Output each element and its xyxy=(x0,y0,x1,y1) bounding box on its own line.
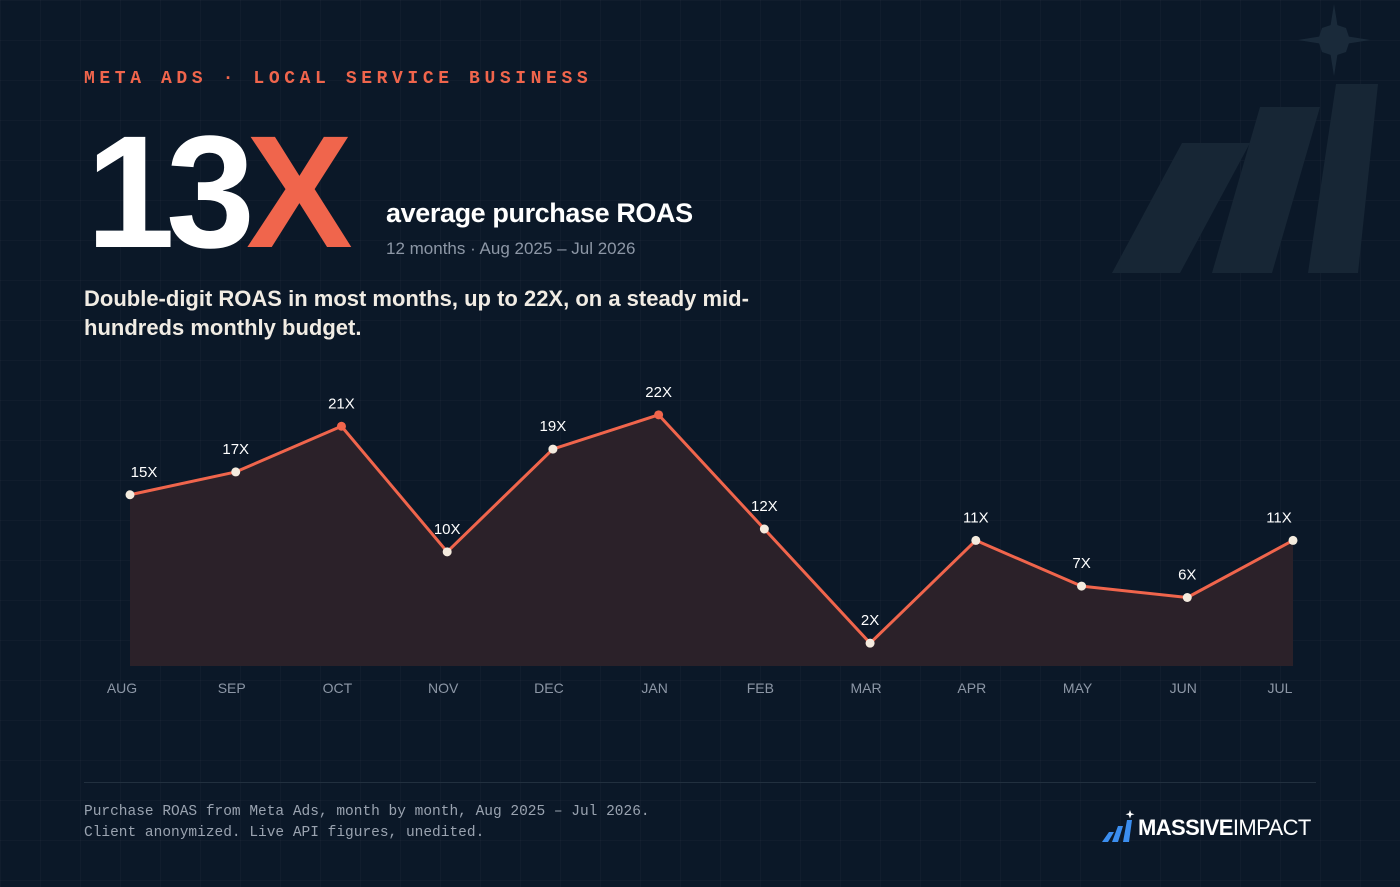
data-point-jun xyxy=(1182,593,1192,602)
logo-word-bold: MASSIVE xyxy=(1138,815,1233,840)
data-label-nov: 10X xyxy=(434,521,461,538)
logo-word-light: IMPACT xyxy=(1232,815,1311,840)
x-tick-jul: JUL xyxy=(1268,680,1293,696)
data-point-may xyxy=(1077,581,1087,591)
data-label-may: 7X xyxy=(1072,555,1090,572)
data-label-jun: 6X xyxy=(1178,567,1196,584)
footnote-line-2: Client anonymized. Live API figures, une… xyxy=(84,825,485,841)
data-label-sep: 17X xyxy=(222,441,249,458)
star-icon xyxy=(1298,4,1370,76)
x-tick-oct: OCT xyxy=(323,680,353,696)
decor-bars-graphic xyxy=(1112,84,1378,273)
data-label-feb: 12X xyxy=(751,498,778,515)
big-metric-suffix: X xyxy=(245,102,353,281)
footer-divider xyxy=(84,782,1316,783)
footnote: Purchase ROAS from Meta Ads, month by mo… xyxy=(84,802,650,844)
headline: Double-digit ROAS in most months, up to … xyxy=(84,284,804,342)
x-tick-jan: JAN xyxy=(641,680,667,696)
data-label-mar: 2X xyxy=(861,612,879,629)
data-label-jan: 22X xyxy=(645,384,672,401)
x-axis-ticks: AUG SEP OCT NOV DEC JAN FEB MAR APR MAY JUN JUL xyxy=(107,680,1293,696)
data-label-apr: 11X xyxy=(963,509,989,526)
kicker-label: META ADS · LOCAL SERVICE BUSINESS xyxy=(84,69,593,89)
x-tick-aug: AUG xyxy=(107,680,137,696)
data-point-jul xyxy=(1288,535,1298,545)
data-points xyxy=(125,410,1298,648)
data-label-oct: 21X xyxy=(328,395,355,412)
x-tick-apr: APR xyxy=(957,680,986,696)
data-point-jan xyxy=(654,410,664,420)
x-tick-may: MAY xyxy=(1063,680,1093,696)
logo-bars-icon xyxy=(1102,810,1135,842)
series-line xyxy=(129,413,1294,645)
x-tick-mar: MAR xyxy=(851,680,882,696)
brand-logo: MASSIVEIMPACT xyxy=(1100,810,1311,846)
logo-wordmark: MASSIVEIMPACT xyxy=(1138,815,1311,841)
x-tick-jun: JUN xyxy=(1170,680,1197,696)
data-label-dec: 19X xyxy=(540,418,567,435)
data-point-oct xyxy=(336,421,346,431)
data-label-aug: 15X xyxy=(131,464,158,481)
data-point-apr xyxy=(971,535,981,545)
data-labels: 15X 17X 21X 10X 19X 22X 12X 2X 11X 7X 6X 11X xyxy=(131,384,1292,629)
data-point-mar xyxy=(865,638,875,648)
area-fill xyxy=(130,414,1293,666)
data-point-nov xyxy=(442,547,452,557)
headline-line-2: hundreds monthly budget. xyxy=(84,315,362,340)
metric-label: average purchase ROAS xyxy=(386,198,693,228)
x-tick-dec: DEC xyxy=(534,680,564,696)
x-tick-nov: NOV xyxy=(428,680,459,696)
data-point-sep xyxy=(231,467,241,477)
data-point-dec xyxy=(548,444,558,454)
data-label-jul: 11X xyxy=(1266,509,1292,526)
x-tick-sep: SEP xyxy=(218,680,246,696)
footnote-line-1: Purchase ROAS from Meta Ads, month by mo… xyxy=(84,804,650,820)
x-tick-feb: FEB xyxy=(747,680,774,696)
big-metric: 13X xyxy=(86,112,353,272)
data-point-feb xyxy=(759,524,769,534)
data-point-aug xyxy=(125,490,135,500)
metric-subtitle: 12 months · Aug 2025 – Jul 2026 xyxy=(386,239,636,258)
big-metric-number: 13 xyxy=(86,102,255,281)
headline-line-1: Double-digit ROAS in most months, up to … xyxy=(84,286,749,311)
